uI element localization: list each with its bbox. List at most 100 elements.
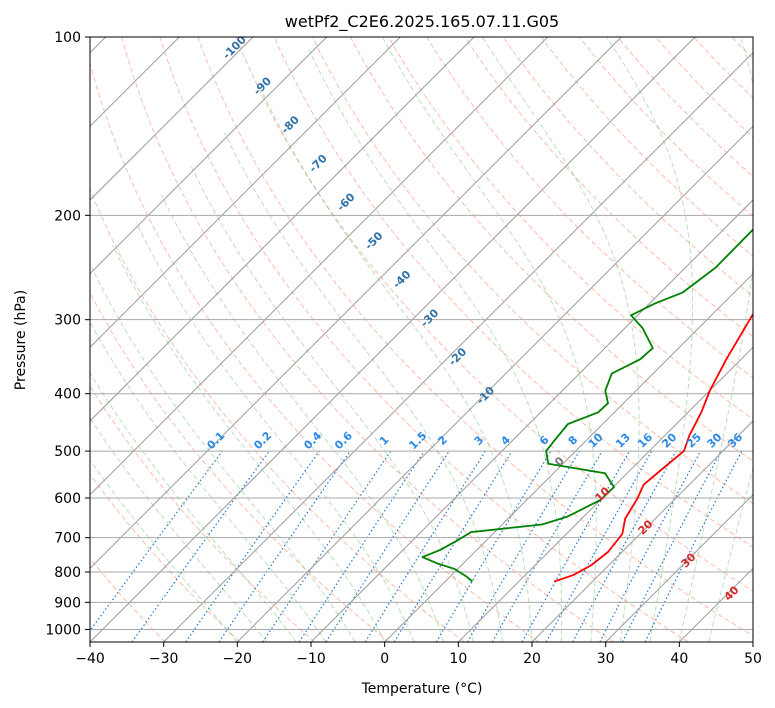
dry-adiabat-line (273, 37, 753, 548)
moist-adiabat-line (382, 37, 597, 642)
dry-adiabat-line (159, 37, 689, 642)
mixing-ratio-line (521, 450, 631, 642)
moist-adiabat-line (308, 49, 563, 642)
plot-frame (89, 36, 754, 643)
x-tick-label: 50 (744, 651, 762, 667)
dry-adiabat-label: -50 (362, 229, 385, 252)
dry-adiabat-line (655, 37, 753, 138)
x-tick-label: 40 (670, 651, 688, 667)
moist-adiabat-line (606, 37, 694, 642)
dry-adiabats (90, 37, 775, 642)
dry-adiabat-line (311, 37, 753, 505)
moist-adiabat-line (263, 94, 533, 642)
moist-adiabat-line (90, 417, 268, 642)
mixing-ratio-label: 8 (566, 433, 581, 448)
isotherm-line (531, 420, 753, 642)
x-axis-label: Temperature (°C) (361, 681, 483, 697)
x-tick-label: −30 (149, 651, 179, 667)
dry-adiabat-line (464, 37, 753, 338)
mixing-ratio-line (435, 450, 552, 642)
mixing-ratio-label: 3 (472, 433, 487, 448)
isotherm-line (90, 37, 696, 642)
dry-adiabat-line (121, 37, 614, 642)
mixing-ratio-label: 36 (725, 430, 745, 450)
x-tick-label: 30 (597, 651, 615, 667)
line-labels: -100-90-80-70-60-50-40-30-20-100.1 0.2 0.4… (204, 37, 745, 604)
isotherm-grid (90, 37, 753, 642)
mixing-ratio-label: 4 (498, 433, 513, 448)
dry-adiabat-line (90, 385, 316, 642)
dry-adiabat-line (235, 37, 753, 592)
mixing-ratio-label: 1 (377, 433, 392, 448)
y-tick-label: 100 (54, 30, 81, 46)
x-tick-label: −20 (223, 651, 253, 667)
dry-adiabat-line (426, 37, 753, 379)
mixing-ratio-label: 30 (705, 430, 725, 450)
mixing-ratio-label: 10 (586, 430, 606, 450)
moist-adiabat-line (190, 165, 474, 642)
moist-adiabat-line (135, 221, 415, 642)
moist-adiabat-line (90, 459, 238, 642)
dry-adiabat-line (90, 61, 540, 642)
dry-adiabat-line (90, 291, 390, 642)
isotherm-line (310, 199, 753, 642)
mixing-ratio-line (218, 450, 351, 642)
mixing-ratio-label: 20 (659, 430, 679, 450)
dry-adiabat-label: -10 (474, 384, 497, 407)
isotherm-line (90, 37, 549, 496)
isobar-grid (90, 37, 753, 630)
moist-adiabat-line (708, 466, 753, 642)
isotherm-line (605, 493, 753, 642)
mixing-ratio-label: 0.4 (301, 429, 324, 452)
dry-adiabat-label: -70 (307, 152, 330, 175)
moist-adiabat-label: 40 (722, 583, 742, 603)
moist-adiabats (90, 37, 753, 642)
dry-adiabat-line (693, 37, 753, 99)
y-tick-label: 800 (54, 565, 81, 581)
dry-adiabat-line (388, 37, 753, 420)
dry-adiabat-line (770, 37, 775, 642)
isotherm-line (163, 51, 753, 642)
mixing-ratio-label: 13 (613, 431, 633, 451)
dry-adiabat-label: -60 (334, 190, 357, 213)
mixing-ratio-line (131, 450, 270, 642)
mixing-ratio-line (572, 450, 677, 642)
profile-line (421, 228, 753, 583)
y-tick-label: 400 (54, 387, 81, 403)
moist-adiabat-line (481, 37, 640, 642)
isotherm-line (90, 37, 254, 201)
dry-adiabat-label: -20 (446, 345, 469, 368)
mixing-ratio-line (325, 450, 450, 642)
profile-line (553, 312, 753, 583)
mixing-ratio-label: 0.2 (251, 429, 274, 452)
dry-adiabat-line (90, 473, 241, 642)
x-tick-label: −10 (296, 651, 326, 667)
isotherm-line (678, 567, 753, 642)
x-tick-label: 0 (380, 651, 389, 667)
mixing-ratio-line (393, 450, 513, 642)
mixing-ratio-line (364, 450, 486, 642)
dry-adiabat-label: -40 (390, 268, 413, 291)
y-tick-label: 500 (54, 444, 81, 460)
moist-adiabat-line (90, 321, 327, 642)
mixing-ratio-line (466, 450, 580, 642)
y-axis: 100 200 300 400 500 600 700 800 900 1000 (45, 30, 90, 638)
x-axis: −40 −30 −20 −10 0 10 20 30 40 50 (75, 642, 762, 667)
x-tick-label: 20 (523, 651, 541, 667)
y-tick-label: 600 (54, 491, 81, 507)
moist-adiabat-label: 20 (636, 517, 656, 537)
mixing-ratio-line (298, 450, 425, 642)
chart-title: wetPf2_C2E6.2025.165.07.11.G05 (285, 12, 559, 32)
moist-adiabat-line (91, 267, 356, 642)
y-tick-label: 700 (54, 531, 81, 547)
dry-adiabat-label: -90 (251, 74, 274, 97)
dry-adiabat-line (350, 37, 753, 462)
isotherm-line (457, 346, 753, 642)
mixing-ratio-line (185, 450, 320, 642)
x-tick-label: −40 (75, 651, 105, 667)
moist-adiabat-line (678, 37, 753, 642)
y-tick-label: 300 (54, 313, 81, 329)
isotherm-line (752, 641, 753, 642)
y-tick-label: 200 (54, 208, 81, 224)
